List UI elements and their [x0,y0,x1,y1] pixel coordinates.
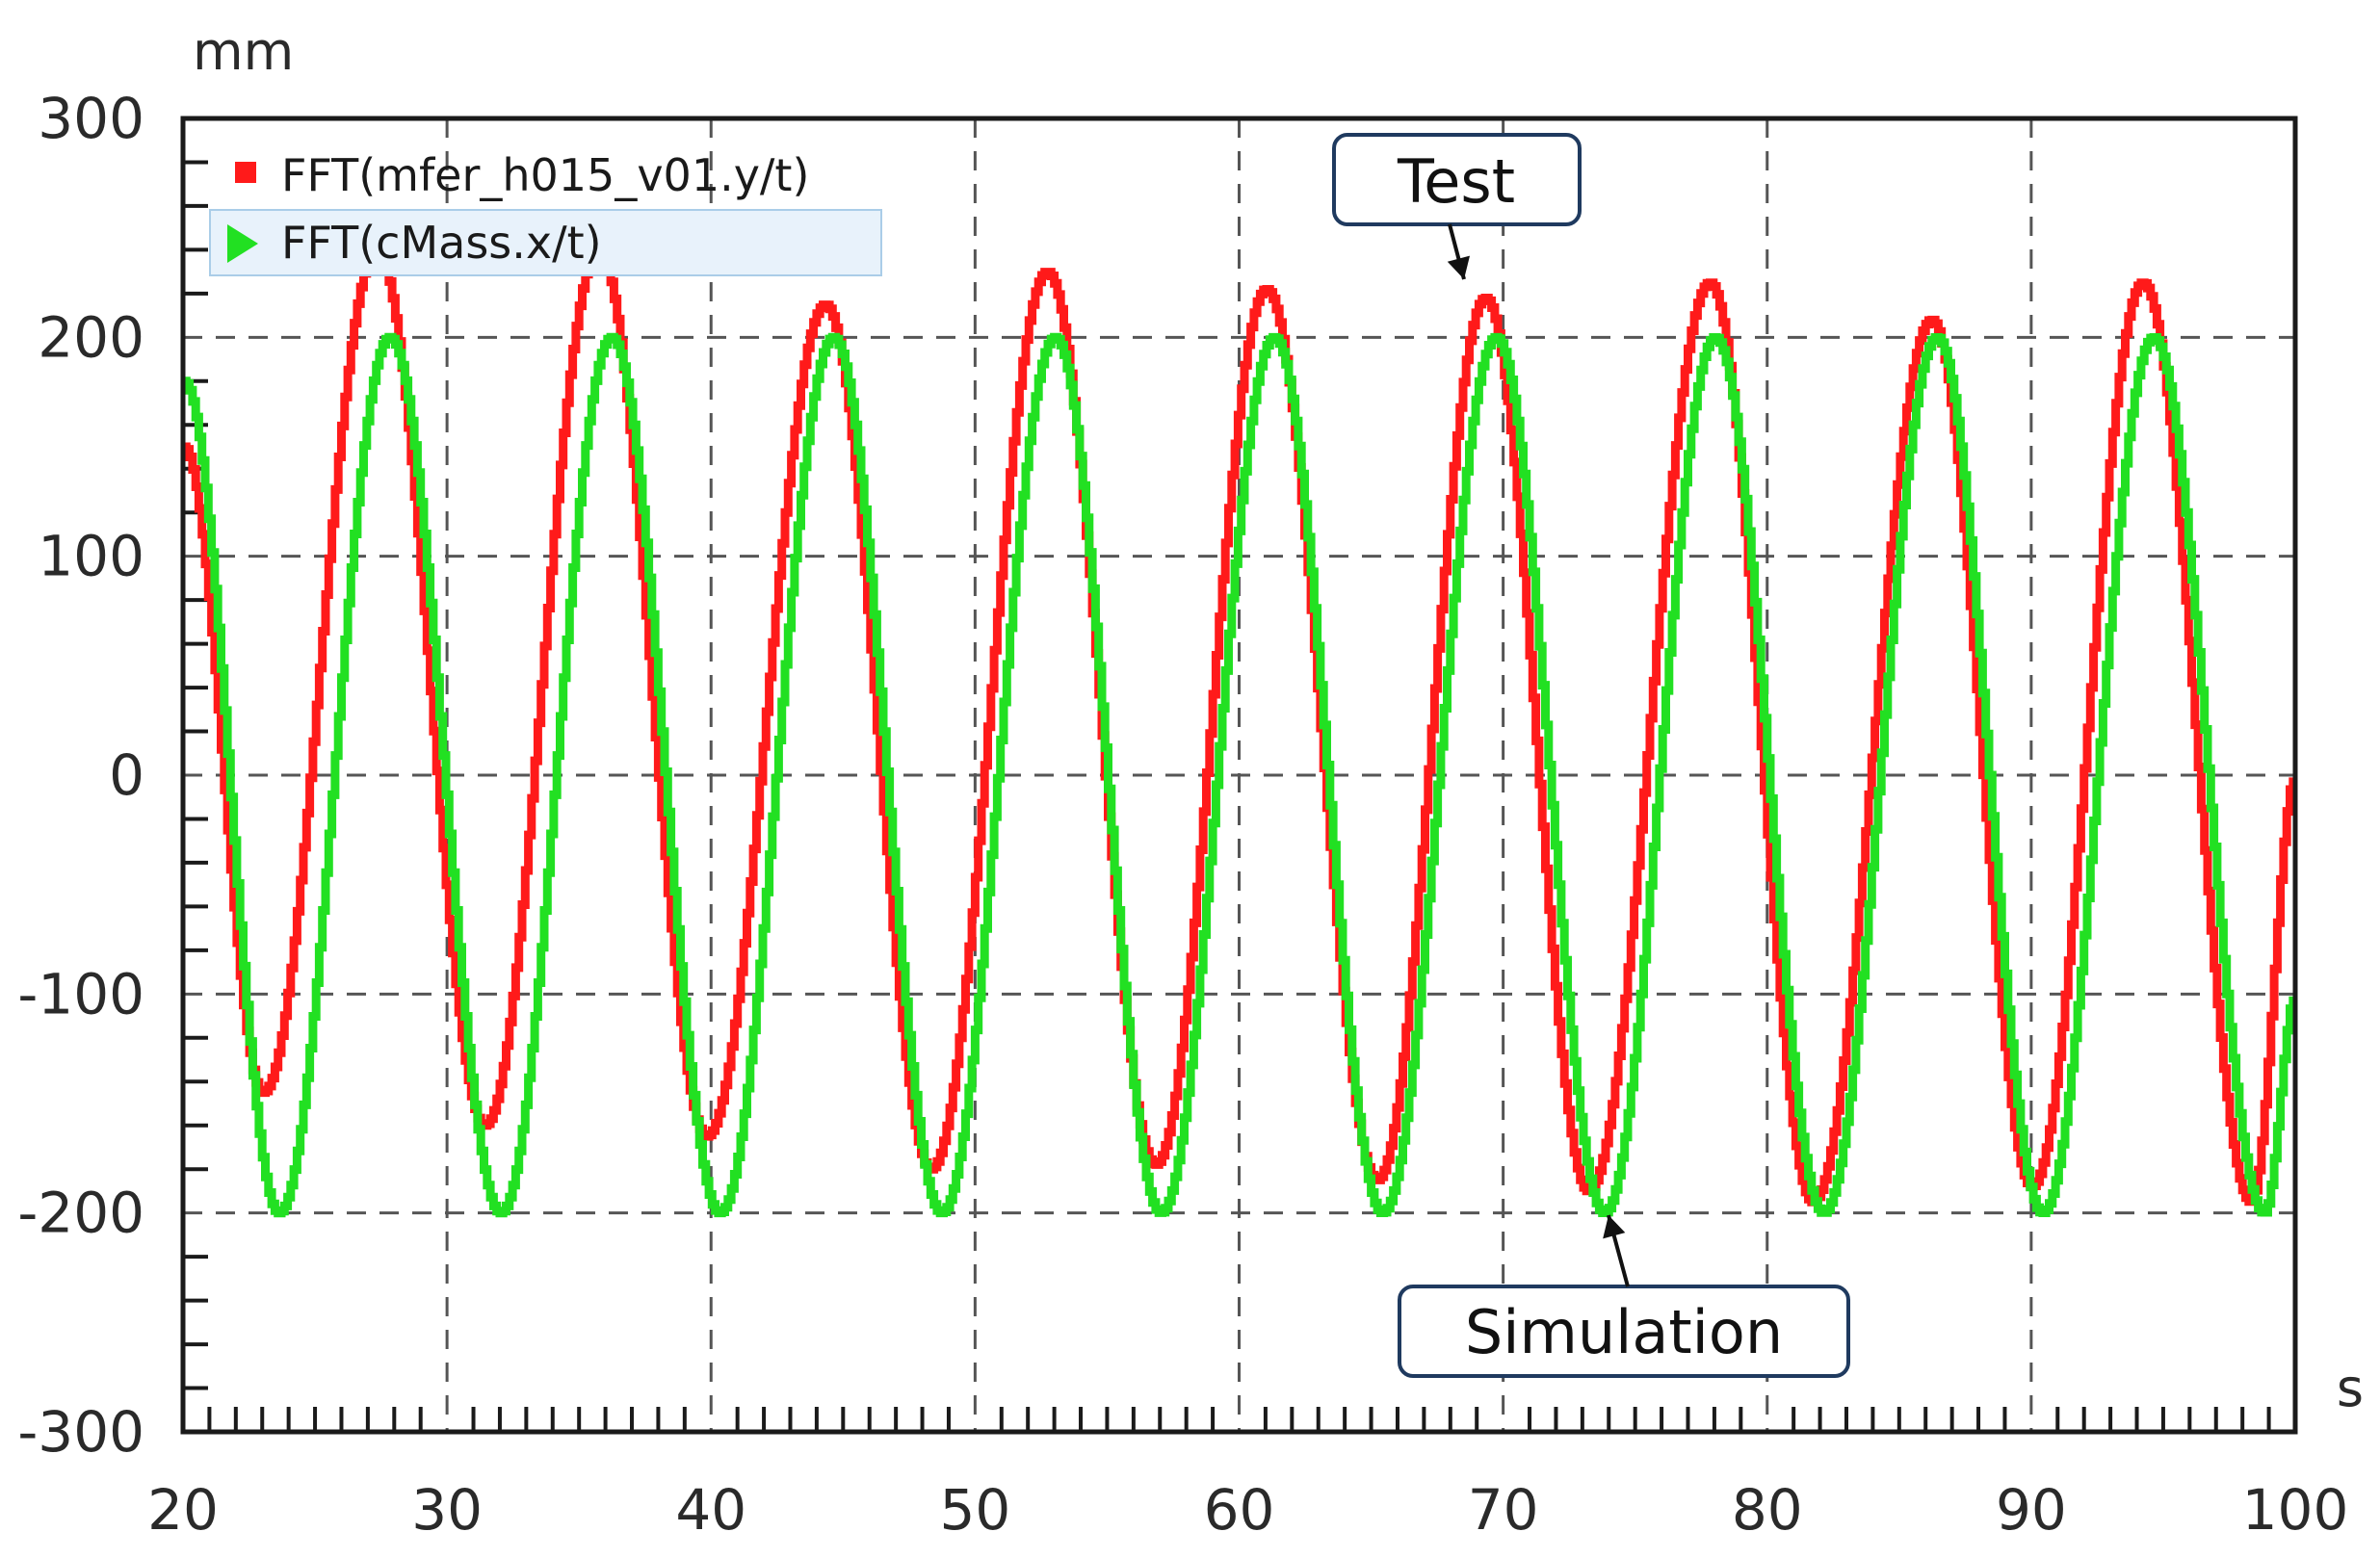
y-tick-label: 0 [109,742,144,808]
y-tick-label: 200 [38,304,144,370]
legend-row-highlight [209,209,882,276]
y-tick-labels: 300 200 100 0 -100 -200 -300 [17,86,144,1465]
callout-simulation-box [1398,1285,1850,1378]
x-tick-label: 80 [1732,1477,1803,1543]
plot-frame [180,116,2298,1435]
x-tick-label: 50 [939,1477,1010,1543]
legend-marker-test [235,162,256,183]
y-tick-label: -200 [17,1181,144,1246]
legend-label-test: FFT(mfer_h015_v01.y/t) [281,149,809,201]
callout-simulation: Simulation [1398,1214,1850,1378]
series-line-1 [181,332,2298,1218]
callout-test-arrowhead [1447,255,1471,279]
x-tick-label: 30 [411,1477,483,1543]
callout-test: Test [1332,133,1582,280]
y-unit-label: mm [193,21,294,82]
callout-test-box [1332,133,1582,226]
x-tick-label: 60 [1204,1477,1275,1543]
x-tick-label: 100 [2242,1477,2349,1543]
y-tick-label: 100 [38,524,144,589]
y-tick-label: -100 [17,961,144,1026]
legend-label-simulation: FFT(cMass.x/t) [281,217,602,269]
callout-test-label: Test [1397,146,1515,217]
y-tick-label: -300 [17,1399,144,1465]
x-tick-labels: 20 30 40 50 60 70 80 90 100 [147,1477,2348,1543]
y-tick-label: 300 [38,86,144,151]
minor-ticks [183,160,2271,1432]
x-tick-label: 70 [1468,1477,1539,1543]
x-unit-label: s [2337,1358,2364,1418]
series-layer [181,246,2298,1218]
x-tick-label: 90 [1996,1477,2067,1543]
x-tick-label: 20 [147,1477,219,1543]
x-tick-label: 40 [675,1477,746,1543]
annotations: Test Simulation [1332,133,1850,1378]
callout-simulation-label: Simulation [1465,1297,1783,1367]
legend: FFT(mfer_h015_v01.y/t) FFT(cMass.x/t) [209,149,882,276]
legend-marker-simulation [227,224,258,263]
callout-simulation-arrowhead [1603,1215,1626,1239]
